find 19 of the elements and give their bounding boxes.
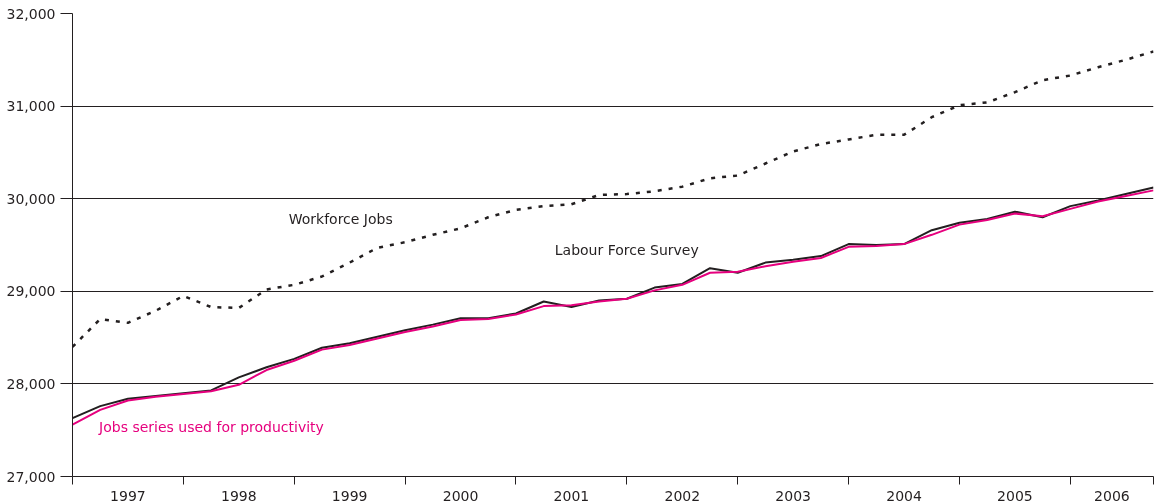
y-tick-label: 30,000 bbox=[6, 190, 56, 207]
series-label: Workforce Jobs bbox=[288, 211, 393, 228]
x-tick-label: 2001 bbox=[553, 487, 590, 503]
y-tick-label: 31,000 bbox=[6, 98, 56, 115]
series-label: Jobs series used for productivity bbox=[98, 419, 324, 436]
x-tick-label: 1999 bbox=[331, 487, 368, 503]
y-tick-label: 32,000 bbox=[6, 5, 56, 22]
x-tick-label: 2000 bbox=[442, 487, 479, 503]
x-tick-label: 2003 bbox=[775, 487, 811, 503]
y-tick-label: 28,000 bbox=[6, 375, 56, 392]
x-tick-label: 2002 bbox=[664, 487, 701, 503]
x-tick-label: 2006 bbox=[1094, 487, 1130, 503]
y-tick-label: 27,000 bbox=[6, 468, 56, 485]
series-label: Labour Force Survey bbox=[554, 241, 699, 258]
x-tick-label: 2004 bbox=[886, 487, 922, 503]
x-tick-label: 1997 bbox=[110, 487, 146, 503]
x-tick-label: 1998 bbox=[220, 487, 257, 503]
x-tick-label: 2005 bbox=[997, 487, 1033, 503]
y-tick-label: 29,000 bbox=[6, 283, 56, 300]
